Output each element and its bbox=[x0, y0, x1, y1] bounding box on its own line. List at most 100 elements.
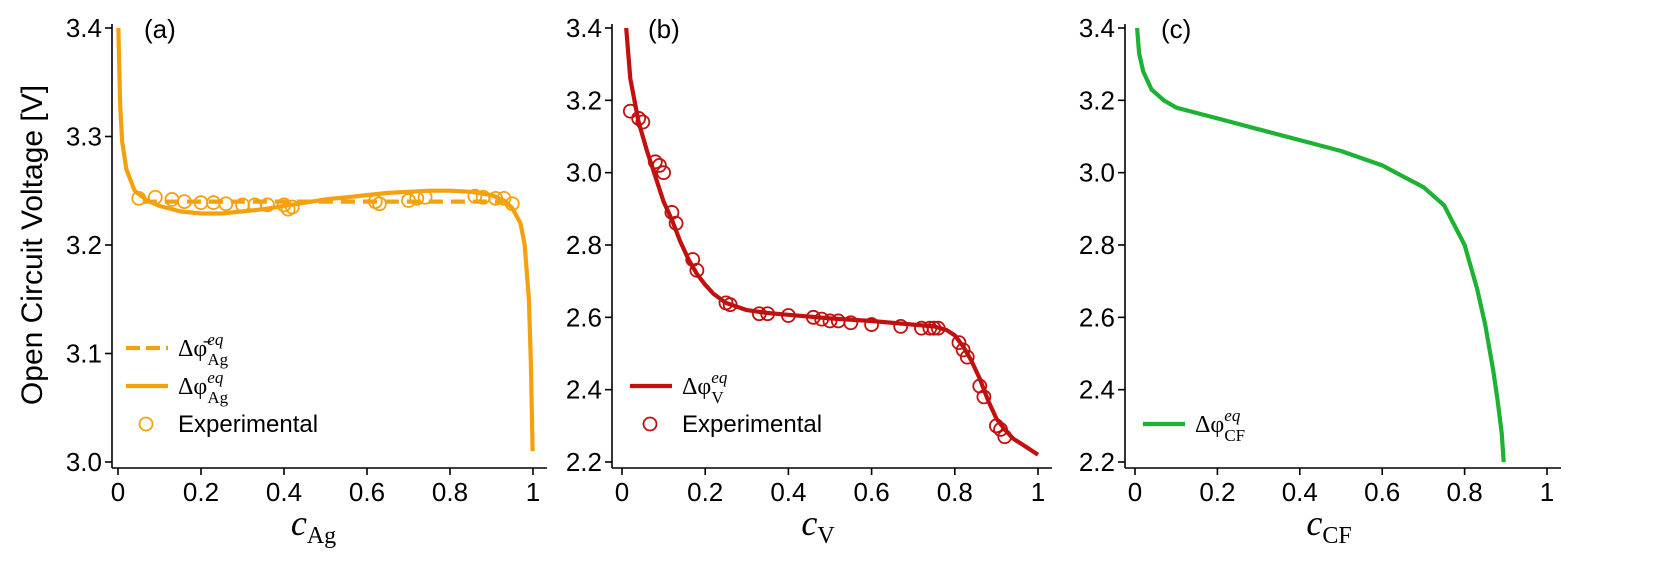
legend-entry-sub: V bbox=[711, 388, 724, 407]
data-point bbox=[401, 193, 416, 208]
data-point bbox=[993, 422, 1008, 437]
x-tick-label: 0.2 bbox=[1199, 477, 1235, 507]
x-tick-label: 0.2 bbox=[183, 477, 219, 507]
y-tick-label: 2.4 bbox=[566, 375, 602, 405]
data-point bbox=[647, 154, 663, 170]
legend-entry: Δφeq CF bbox=[1195, 406, 1245, 445]
data-point bbox=[131, 190, 147, 206]
x-tick-label: 0.6 bbox=[854, 477, 890, 507]
x-tick-label: 0.6 bbox=[1364, 477, 1400, 507]
y-tick-label: 3.2 bbox=[1079, 85, 1115, 115]
legend-entry-main: Experimental bbox=[682, 411, 822, 438]
data-point bbox=[893, 318, 909, 334]
y-tick-label: 3.1 bbox=[66, 339, 102, 369]
x-axis-label-sub: V bbox=[817, 523, 835, 549]
data-point bbox=[276, 197, 292, 213]
legend-marker bbox=[138, 416, 154, 432]
data-point bbox=[864, 317, 879, 332]
data-point bbox=[951, 335, 967, 351]
x-tick-label: 0.8 bbox=[1447, 477, 1483, 507]
legend-entry-main: Δφ bbox=[682, 374, 711, 400]
x-axis-label-var: c bbox=[801, 503, 817, 543]
legend-entry-sup: eq bbox=[207, 368, 224, 387]
y-tick-label: 2.4 bbox=[1079, 375, 1115, 405]
data-point bbox=[504, 196, 520, 212]
y-axis-label: Open Circuit Voltage [V] bbox=[16, 85, 49, 405]
x-tick-label: 0.8 bbox=[937, 477, 973, 507]
legend-entry-sup: eq bbox=[207, 330, 224, 349]
legend-entry-sub: Ag bbox=[207, 350, 228, 369]
legend-entry: Experimental bbox=[178, 411, 318, 438]
data-point bbox=[622, 103, 638, 119]
data-point bbox=[635, 114, 651, 130]
data-point bbox=[959, 349, 975, 365]
y-tick-label: 3.3 bbox=[66, 122, 102, 152]
x-axis-label: cV bbox=[801, 503, 835, 549]
data-point bbox=[467, 188, 483, 204]
y-tick-label: 2.2 bbox=[1079, 447, 1115, 477]
x-axis-label-var: c bbox=[1306, 503, 1322, 543]
data-point bbox=[372, 196, 387, 212]
x-tick-label: 0.4 bbox=[770, 477, 806, 507]
y-tick-label: 3.4 bbox=[1079, 13, 1115, 43]
y-tick-label: 2.6 bbox=[566, 302, 602, 332]
x-tick-label: 0.8 bbox=[432, 477, 468, 507]
x-tick-label: 0.4 bbox=[1282, 477, 1318, 507]
data-point bbox=[751, 306, 767, 322]
series-line bbox=[624, 27, 1040, 457]
legend-entry-sup: eq bbox=[1224, 406, 1241, 425]
data-point bbox=[930, 320, 946, 336]
y-tick-label: 3.0 bbox=[66, 447, 102, 477]
x-tick-label: 0 bbox=[615, 477, 629, 507]
series-line bbox=[1135, 27, 1506, 463]
legend-entry: Δφ̄eq Ag bbox=[178, 330, 229, 369]
data-point bbox=[417, 189, 433, 205]
data-point bbox=[976, 389, 992, 405]
x-axis-label-sub: Ag bbox=[307, 523, 336, 549]
x-tick-label: 1 bbox=[1031, 477, 1045, 507]
data-point bbox=[822, 313, 838, 329]
panel-c: 2.22.42.62.83.03.23.40 0.2 0.4 0.6 0.8 1cCF(c… bbox=[1079, 13, 1561, 549]
x-tick-label: 0 bbox=[1128, 477, 1142, 507]
legend-entry-sub: CF bbox=[1224, 426, 1245, 445]
data-point bbox=[284, 199, 300, 215]
data-point bbox=[814, 311, 830, 327]
legend-entry: Experimental bbox=[682, 411, 822, 438]
y-tick-label: 3.2 bbox=[566, 85, 602, 115]
y-tick-label: 3.0 bbox=[566, 158, 602, 188]
data-point bbox=[176, 194, 192, 210]
data-point bbox=[218, 196, 234, 212]
legend-entry-sub: Ag bbox=[207, 388, 228, 407]
y-tick-label: 3.2 bbox=[66, 230, 102, 260]
legend-entry: Δφeq V bbox=[682, 368, 728, 407]
data-point bbox=[164, 192, 180, 207]
data-point bbox=[656, 165, 671, 181]
y-tick-label: 2.8 bbox=[566, 230, 602, 260]
legend-entry: Δφeq Ag bbox=[178, 368, 229, 407]
x-tick-label: 0 bbox=[111, 477, 125, 507]
data-point bbox=[997, 429, 1013, 445]
panel-label: (a) bbox=[144, 14, 176, 44]
data-point bbox=[922, 320, 938, 336]
x-axis-label: cCF bbox=[1306, 503, 1351, 549]
data-point bbox=[843, 315, 859, 331]
data-point bbox=[652, 158, 667, 173]
y-tick-label: 3.0 bbox=[1079, 158, 1115, 188]
panel-b: 2.22.42.62.83.03.23.40 0.2 0.4 0.6 0.8 1cV(b)… bbox=[566, 13, 1052, 549]
x-tick-label: 0.4 bbox=[266, 477, 302, 507]
x-tick-label: 1 bbox=[1540, 477, 1554, 507]
data-point bbox=[259, 197, 275, 213]
data-point bbox=[488, 190, 504, 206]
legend-entry-sup: eq bbox=[711, 368, 728, 387]
data-point bbox=[926, 320, 942, 336]
legend-entry-main: Experimental bbox=[178, 411, 318, 438]
data-point bbox=[409, 190, 425, 206]
x-axis-label-sub: CF bbox=[1322, 523, 1351, 549]
x-axis-label-var: c bbox=[291, 503, 307, 543]
legend-marker bbox=[642, 416, 658, 432]
data-point bbox=[781, 308, 796, 323]
y-tick-label: 2.6 bbox=[1079, 302, 1115, 332]
panel-a: 3.03.13.23.33.40 0.2 0.4 0.6 0.8 1cAg(a)Δφ̄eq… bbox=[66, 13, 547, 549]
data-point bbox=[689, 262, 705, 278]
